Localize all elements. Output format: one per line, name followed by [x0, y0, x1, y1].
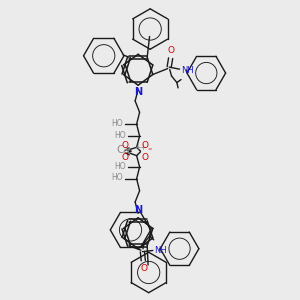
Text: O: O [168, 46, 175, 55]
Text: O: O [121, 153, 128, 162]
Text: HO: HO [112, 173, 123, 182]
Text: ⁻: ⁻ [147, 146, 152, 155]
Text: O: O [142, 141, 149, 150]
Text: Ca: Ca [116, 145, 130, 155]
Text: ⁻: ⁻ [147, 147, 152, 156]
Text: ++: ++ [134, 143, 147, 152]
Text: HO: HO [115, 130, 126, 140]
Text: N: N [134, 206, 142, 215]
Text: O: O [121, 141, 128, 150]
Text: O: O [141, 264, 148, 273]
Text: O: O [142, 153, 149, 162]
Text: NH: NH [154, 246, 167, 255]
Text: HO: HO [115, 162, 126, 171]
Text: N: N [134, 87, 142, 97]
Text: HO: HO [112, 119, 123, 128]
Text: NH: NH [181, 66, 194, 75]
